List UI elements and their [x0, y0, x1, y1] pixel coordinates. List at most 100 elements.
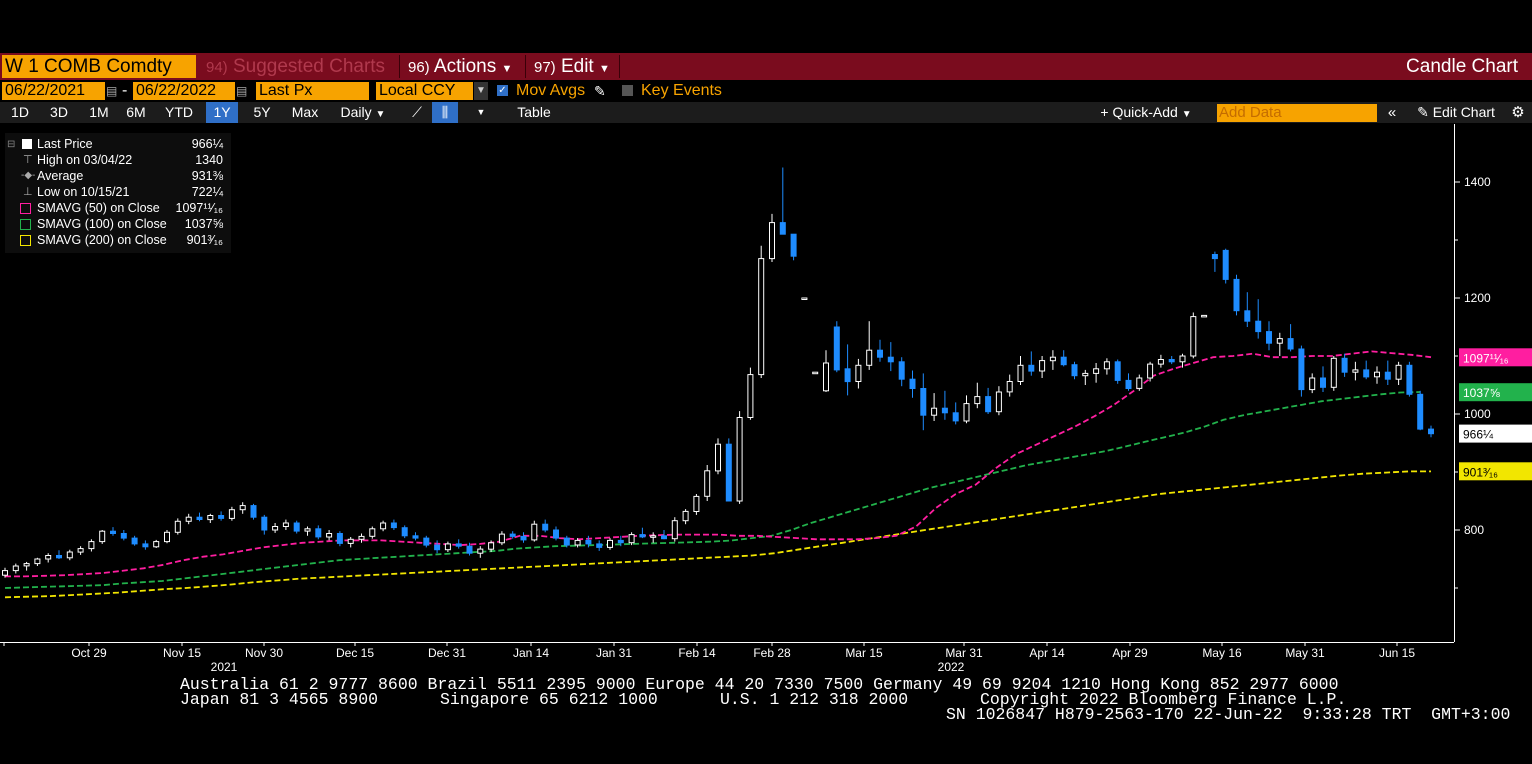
candle [66, 549, 73, 561]
candle-body [661, 535, 667, 540]
collapse-icon[interactable]: « [1387, 104, 1397, 121]
x-tick-label: Apr 29 [1112, 646, 1148, 660]
key-events-label[interactable]: Key Events [641, 82, 722, 99]
range-button-1m[interactable]: 1M [89, 104, 109, 120]
candle [1298, 345, 1305, 397]
mov-avgs-checkbox[interactable]: ✓ [497, 85, 508, 96]
line-chart-icon[interactable]: ⟋ [412, 104, 422, 120]
candle [110, 527, 116, 536]
legend-label: SMAVG (100) on Close [37, 217, 167, 231]
periodicity-select[interactable]: Daily ▼ [330, 102, 396, 123]
candle [1114, 359, 1121, 384]
candle-body [1320, 377, 1326, 388]
collapse-toggle-icon[interactable]: ⊟ [7, 139, 16, 150]
footer-copyright: Copyright 2022 Bloomberg Finance L.P. [980, 690, 1347, 709]
candle-body [779, 222, 786, 235]
candle-body [1417, 393, 1424, 430]
legend-value: 966¼ [191, 137, 223, 151]
calendar-icon[interactable]: ▤ [236, 84, 248, 98]
candle-body [347, 538, 354, 544]
candle [887, 342, 894, 372]
candle [812, 371, 819, 375]
legend-average[interactable]: -◆- Average 931⅜ [5, 168, 231, 184]
start-date-field[interactable]: 06/22/2021 [2, 82, 105, 100]
key-events-checkbox[interactable] [622, 85, 633, 96]
legend-high[interactable]: ⊤ High on 03/04/22 1340 [5, 152, 231, 168]
separator [525, 55, 526, 78]
candle [1028, 351, 1035, 376]
candle-body [304, 528, 311, 532]
candle [304, 526, 311, 536]
actions-menu[interactable]: 96) Actions ▼ [408, 55, 512, 78]
candle [498, 531, 505, 546]
suggested-charts-menu[interactable]: 94) Suggested Charts [206, 55, 385, 78]
gear-icon[interactable]: ⚙ [1511, 104, 1525, 121]
range-button-3d[interactable]: 3D [50, 104, 68, 120]
candle [650, 532, 657, 543]
x-tick-label: Feb 14 [678, 646, 716, 660]
candle-body [520, 535, 527, 541]
currency-dropdown-icon[interactable]: ▼ [474, 82, 488, 100]
candle-body [477, 548, 484, 554]
range-button-5y[interactable]: 5Y [253, 104, 271, 120]
candle-body [1233, 278, 1240, 312]
candle [866, 321, 873, 370]
legend-sma100[interactable]: SMAVG (100) on Close 1037⅝ [5, 216, 231, 232]
mov-avgs-label[interactable]: Mov Avgs [516, 82, 586, 99]
actions-label: Actions [433, 56, 497, 77]
chart-type-dropdown-icon[interactable]: ▼ [476, 107, 486, 117]
end-date-field[interactable]: 06/22/2022 [133, 82, 235, 100]
ticker-field[interactable]: W 1 COMB Comdty [2, 55, 196, 78]
candle-body [1006, 381, 1013, 393]
candle-body [650, 535, 657, 538]
x-tick-label: Nov 15 [163, 646, 201, 660]
legend-sma50[interactable]: SMAVG (50) on Close 1097¹¹⁄₁₆ [5, 200, 231, 216]
quick-add-button[interactable]: + Quick-Add ▼ [1090, 102, 1202, 123]
candle-body [196, 516, 203, 521]
add-data-input[interactable]: Add Data [1217, 104, 1377, 122]
candle-body [282, 522, 289, 527]
legend-last-price[interactable]: ⊟ Last Price 966¼ [5, 136, 231, 152]
range-button-1d[interactable]: 1D [11, 104, 29, 120]
candle-body [1330, 357, 1337, 388]
edit-chart-button[interactable]: ✎ Edit Chart [1408, 102, 1504, 123]
pencil-icon[interactable]: ✎ [594, 83, 606, 99]
year-label: 2022 [938, 660, 965, 674]
candle-body [812, 371, 819, 375]
candle-body [1276, 338, 1283, 344]
legend-sma200[interactable]: SMAVG (200) on Close 901³⁄₁₆ [5, 232, 231, 248]
price-field-select[interactable]: Last Px [256, 82, 369, 100]
legend-low[interactable]: ⊥ Low on 10/15/21 722¼ [5, 184, 231, 200]
range-button-1y[interactable]: 1Y [206, 102, 238, 123]
table-button[interactable]: Table [517, 104, 551, 120]
candle-body [1082, 372, 1089, 377]
legend-label: SMAVG (200) on Close [37, 233, 167, 247]
candle [1255, 299, 1262, 339]
range-button-max[interactable]: Max [291, 104, 319, 120]
candle-body [228, 509, 235, 519]
candle-chart-icon[interactable]: ⫼ [432, 102, 458, 123]
candle [1222, 248, 1229, 284]
candle-body [488, 542, 495, 550]
candle-body [747, 374, 754, 419]
range-button-ytd[interactable]: YTD [165, 104, 193, 120]
candle-body [509, 533, 516, 537]
candle [1406, 361, 1413, 397]
range-button-6m[interactable]: 6M [126, 104, 146, 120]
candle [401, 525, 408, 539]
edit-label: Edit [560, 56, 594, 77]
candle-body [1374, 371, 1380, 378]
calendar-icon[interactable]: ▤ [106, 84, 118, 98]
candle [736, 411, 743, 504]
candle-body [823, 362, 829, 392]
candle-body [1125, 379, 1132, 389]
candle [1287, 324, 1294, 352]
candle-body [261, 516, 268, 531]
candle-body [704, 470, 711, 497]
candle-body [45, 555, 52, 560]
tag-label: 1037⅝ [1463, 386, 1501, 400]
candle [844, 344, 851, 396]
edit-menu[interactable]: 97) Edit ▼ [534, 55, 610, 78]
candle [142, 540, 149, 550]
currency-select[interactable]: Local CCY [376, 82, 473, 100]
